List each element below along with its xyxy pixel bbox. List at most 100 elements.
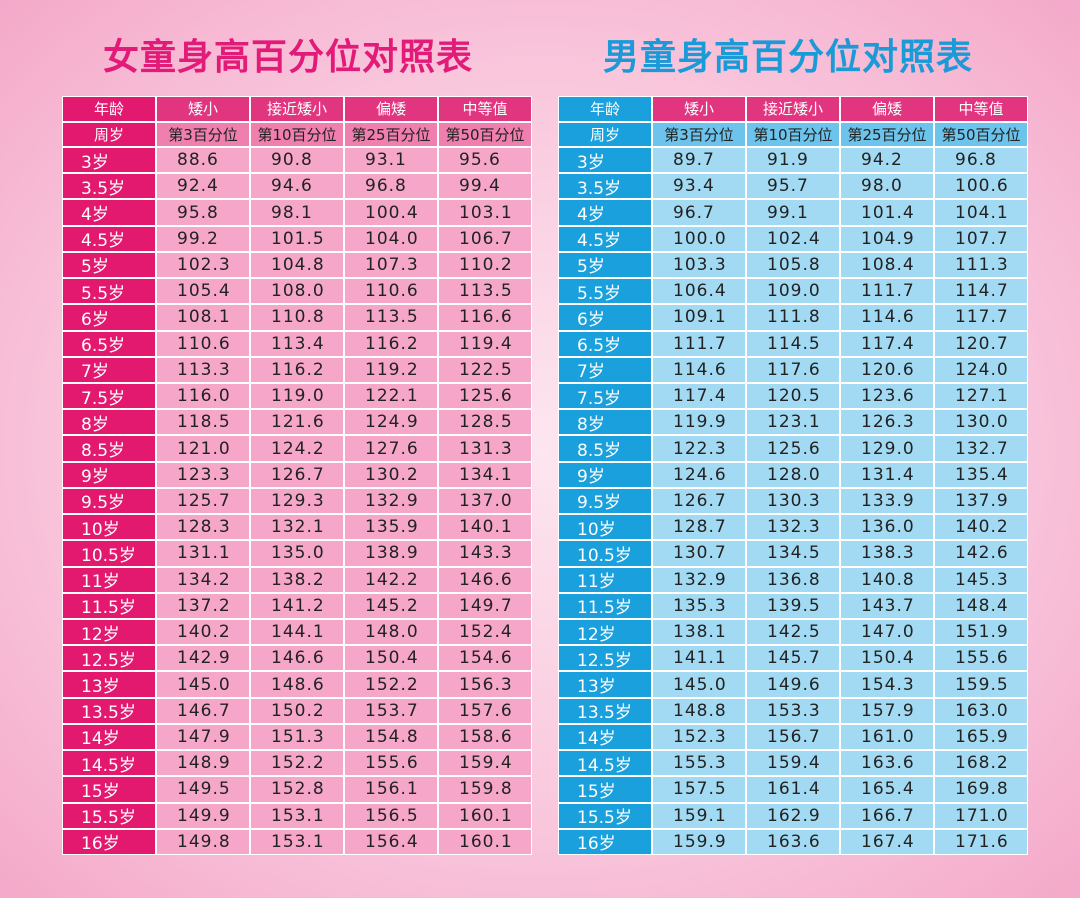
value-cell: 171.6 [934, 828, 1028, 855]
age-cell: 11岁 [558, 566, 652, 593]
age-cell: 8岁 [558, 409, 652, 436]
value-cell: 159.5 [934, 671, 1028, 698]
value-cell: 113.4 [250, 330, 344, 357]
value-cell: 134.2 [156, 566, 250, 593]
age-cell: 16岁 [62, 828, 156, 855]
value-cell: 135.4 [934, 461, 1028, 488]
value-cell: 133.9 [840, 487, 934, 515]
value-cell: 116.2 [250, 356, 344, 383]
value-cell: 110.6 [344, 278, 438, 305]
value-cell: 147.9 [156, 723, 250, 751]
value-cell: 154.3 [840, 671, 934, 698]
value-cell: 104.1 [934, 199, 1028, 226]
value-cell: 90.8 [250, 147, 344, 174]
value-cell: 155.3 [652, 750, 746, 777]
header-cell: 偏矮 [344, 96, 438, 122]
value-cell: 148.8 [652, 697, 746, 724]
value-cell: 121.6 [250, 409, 344, 436]
age-cell: 13.5岁 [558, 697, 652, 724]
value-cell: 102.4 [746, 225, 840, 252]
value-cell: 153.1 [250, 828, 344, 855]
age-cell: 14.5岁 [558, 750, 652, 777]
value-cell: 99.2 [156, 225, 250, 252]
header-cell: 年龄 [62, 96, 156, 122]
value-cell: 106.4 [652, 278, 746, 305]
value-cell: 117.6 [746, 356, 840, 383]
value-cell: 145.0 [652, 671, 746, 698]
age-cell: 12岁 [558, 619, 652, 646]
value-cell: 166.7 [840, 802, 934, 829]
age-cell: 6.5岁 [62, 330, 156, 357]
value-cell: 145.0 [156, 671, 250, 698]
value-cell: 138.9 [344, 540, 438, 567]
value-cell: 114.7 [934, 278, 1028, 305]
age-cell: 8.5岁 [62, 435, 156, 462]
age-cell: 12.5岁 [558, 645, 652, 672]
value-cell: 155.6 [344, 750, 438, 777]
age-cell: 14.5岁 [62, 750, 156, 777]
value-cell: 105.4 [156, 278, 250, 305]
value-cell: 153.7 [344, 697, 438, 724]
value-cell: 120.7 [934, 330, 1028, 357]
value-cell: 131.4 [840, 461, 934, 488]
value-cell: 109.0 [746, 278, 840, 305]
value-cell: 93.4 [652, 173, 746, 200]
age-cell: 7.5岁 [62, 383, 156, 410]
value-cell: 157.5 [652, 776, 746, 803]
value-cell: 122.3 [652, 435, 746, 462]
value-cell: 156.7 [746, 723, 840, 751]
value-cell: 159.9 [652, 828, 746, 855]
value-cell: 108.1 [156, 304, 250, 331]
value-cell: 159.4 [438, 750, 532, 777]
value-cell: 107.7 [934, 225, 1028, 252]
value-cell: 157.9 [840, 697, 934, 724]
value-cell: 99.4 [438, 173, 532, 200]
value-cell: 148.9 [156, 750, 250, 777]
value-cell: 146.6 [438, 566, 532, 593]
value-cell: 154.6 [438, 645, 532, 672]
value-cell: 137.0 [438, 487, 532, 515]
value-cell: 163.6 [840, 750, 934, 777]
value-cell: 140.1 [438, 514, 532, 541]
header-cell: 偏矮 [840, 96, 934, 122]
value-cell: 119.0 [250, 383, 344, 410]
value-cell: 114.6 [652, 356, 746, 383]
age-cell: 9.5岁 [558, 487, 652, 515]
value-cell: 123.6 [840, 383, 934, 410]
value-cell: 151.3 [250, 723, 344, 751]
value-cell: 124.0 [934, 356, 1028, 383]
header-cell: 第50百分位 [438, 121, 532, 147]
value-cell: 107.3 [344, 251, 438, 279]
value-cell: 132.1 [250, 514, 344, 541]
age-cell: 11.5岁 [62, 592, 156, 619]
value-cell: 161.0 [840, 723, 934, 751]
value-cell: 135.3 [652, 592, 746, 619]
value-cell: 128.5 [438, 409, 532, 436]
value-cell: 155.6 [934, 645, 1028, 672]
header-cell: 矮小 [156, 96, 250, 122]
value-cell: 124.9 [344, 409, 438, 436]
value-cell: 146.7 [156, 697, 250, 724]
value-cell: 116.0 [156, 383, 250, 410]
value-cell: 110.6 [156, 330, 250, 357]
value-cell: 157.6 [438, 697, 532, 724]
value-cell: 129.0 [840, 435, 934, 462]
value-cell: 111.7 [840, 278, 934, 305]
value-cell: 141.1 [652, 645, 746, 672]
value-cell: 108.0 [250, 278, 344, 305]
value-cell: 140.2 [934, 514, 1028, 541]
age-cell: 13岁 [558, 671, 652, 698]
value-cell: 153.3 [746, 697, 840, 724]
value-cell: 129.3 [250, 487, 344, 515]
value-cell: 135.9 [344, 514, 438, 541]
value-cell: 137.9 [934, 487, 1028, 515]
age-cell: 3.5岁 [558, 173, 652, 200]
value-cell: 101.4 [840, 199, 934, 226]
value-cell: 110.8 [250, 304, 344, 331]
value-cell: 110.2 [438, 251, 532, 279]
age-cell: 9.5岁 [62, 487, 156, 515]
value-cell: 132.7 [934, 435, 1028, 462]
age-cell: 5岁 [558, 251, 652, 279]
value-cell: 163.0 [934, 697, 1028, 724]
